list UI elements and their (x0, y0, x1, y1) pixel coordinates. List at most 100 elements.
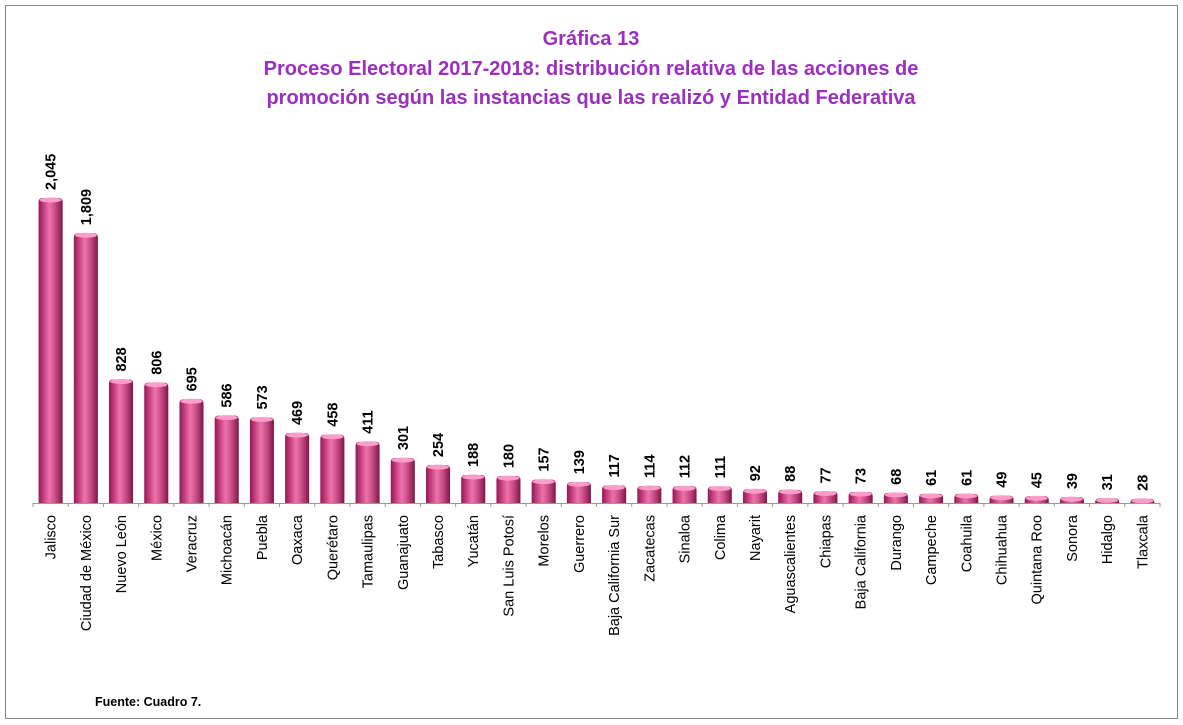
x-tick-label: Campeche (924, 515, 940, 585)
x-tick-label: Baja California (854, 514, 870, 609)
x-tick-label: Querétaro (325, 515, 341, 580)
data-label: 573 (255, 385, 271, 409)
bar-cap (462, 474, 485, 480)
data-label: 49 (995, 472, 1011, 488)
data-label: 61 (924, 470, 940, 486)
data-label: 458 (325, 402, 341, 426)
x-tick-label: Guerrero (572, 515, 588, 573)
data-label: 111 (713, 456, 729, 479)
bar-cap (391, 457, 414, 463)
bar-cap (39, 197, 62, 203)
x-tick-label: Guanajuato (396, 515, 412, 590)
bar-cap (849, 491, 872, 497)
bar-shade (707, 486, 732, 503)
x-tick-label: Aguascalientes (783, 515, 799, 613)
bar-cap (74, 232, 97, 238)
bar-cap (250, 417, 273, 423)
bar-cap (356, 441, 379, 447)
data-label: 157 (537, 447, 553, 471)
x-tick-label: Zacatecas (642, 515, 658, 582)
x-tick-label: Veracruz (184, 515, 200, 572)
x-tick-label: Quintana Roo (1030, 515, 1046, 604)
data-label: 411 (361, 410, 377, 433)
data-label: 77 (818, 467, 834, 483)
bar-shade (637, 485, 662, 503)
data-label: 695 (184, 367, 200, 391)
x-tick-label: Coahuila (959, 514, 975, 572)
bar-shade (38, 198, 63, 503)
bar-shade (285, 433, 310, 503)
bar-cap (638, 485, 661, 491)
bar-cap (955, 493, 978, 499)
data-label: 254 (431, 433, 447, 457)
x-tick-label: Tabasco (431, 515, 447, 569)
bar-cap (286, 432, 309, 438)
x-tick-label: Nayarit (748, 515, 764, 561)
bar-cap (110, 379, 133, 385)
bar-shade (461, 474, 486, 503)
bar-cap (1131, 498, 1154, 504)
bar-shade (566, 482, 591, 503)
bar-cap (180, 398, 203, 404)
data-label: 73 (854, 468, 870, 484)
x-tick-label: México (149, 515, 165, 561)
x-tick-label: Tamaulipas (361, 515, 377, 588)
data-label: 68 (889, 469, 905, 485)
bar-cap (990, 495, 1013, 501)
data-label: 28 (1135, 475, 1151, 491)
data-label: 92 (748, 465, 764, 481)
data-label: 469 (290, 401, 306, 425)
x-tick-label: Hidalgo (1100, 515, 1116, 564)
x-tick-label: Chihuahua (995, 514, 1011, 585)
data-label: 88 (783, 466, 799, 482)
data-label: 139 (572, 450, 588, 474)
bar-cap (567, 481, 590, 487)
bar-shade (320, 434, 345, 503)
bar-cap (779, 489, 802, 495)
frame (5, 5, 1178, 719)
data-label: 806 (149, 351, 165, 375)
bar-cap (743, 488, 766, 494)
x-tick-label: Morelos (537, 515, 553, 567)
chart-subtitle: Proceso Electoral 2017-2018: distribució… (264, 58, 919, 80)
bar-cap (532, 479, 555, 485)
x-tick-label: Puebla (255, 514, 271, 560)
bar-shade (144, 382, 169, 503)
data-label: 828 (114, 347, 130, 371)
data-label: 301 (396, 426, 412, 450)
bar-shade (179, 399, 204, 503)
bar-shade (249, 417, 274, 503)
data-label: 112 (678, 455, 694, 478)
bar-cap (603, 485, 626, 491)
x-tick-label: Tlaxcala (1135, 514, 1151, 569)
bar-shade (426, 465, 451, 503)
bar-cap (497, 475, 520, 481)
x-tick-label: Oaxaca (290, 514, 306, 565)
chart-title: Gráfica 13 (543, 28, 640, 50)
x-tick-label: Sonora (1065, 514, 1081, 562)
data-label: 39 (1065, 473, 1081, 489)
bar-shade (602, 485, 627, 503)
x-tick-label: Sinaloa (678, 514, 694, 563)
x-tick-label: Durango (889, 515, 905, 571)
x-tick-label: Yucatán (466, 515, 482, 567)
x-tick-label: Baja California Sur (607, 515, 623, 636)
x-tick-label: Chiapas (818, 515, 834, 568)
data-label: 117 (607, 454, 623, 477)
x-tick-label: Jalisco (44, 515, 60, 559)
bar-shade (214, 415, 239, 503)
data-label: 586 (220, 383, 236, 407)
data-label: 45 (1030, 472, 1046, 488)
bar-shade (390, 458, 415, 503)
x-tick-label: Colima (713, 514, 729, 560)
bar-cap (1096, 497, 1119, 503)
data-label: 188 (466, 443, 482, 467)
x-tick-label: Michoacán (220, 515, 236, 585)
bar-cap (1025, 495, 1048, 501)
source-note: Fuente: Cuadro 7. (95, 695, 201, 709)
x-tick-label: Nuevo León (114, 515, 130, 593)
bar-cap (145, 382, 168, 388)
bar-cap (884, 492, 907, 498)
data-label: 2,045 (44, 154, 60, 190)
